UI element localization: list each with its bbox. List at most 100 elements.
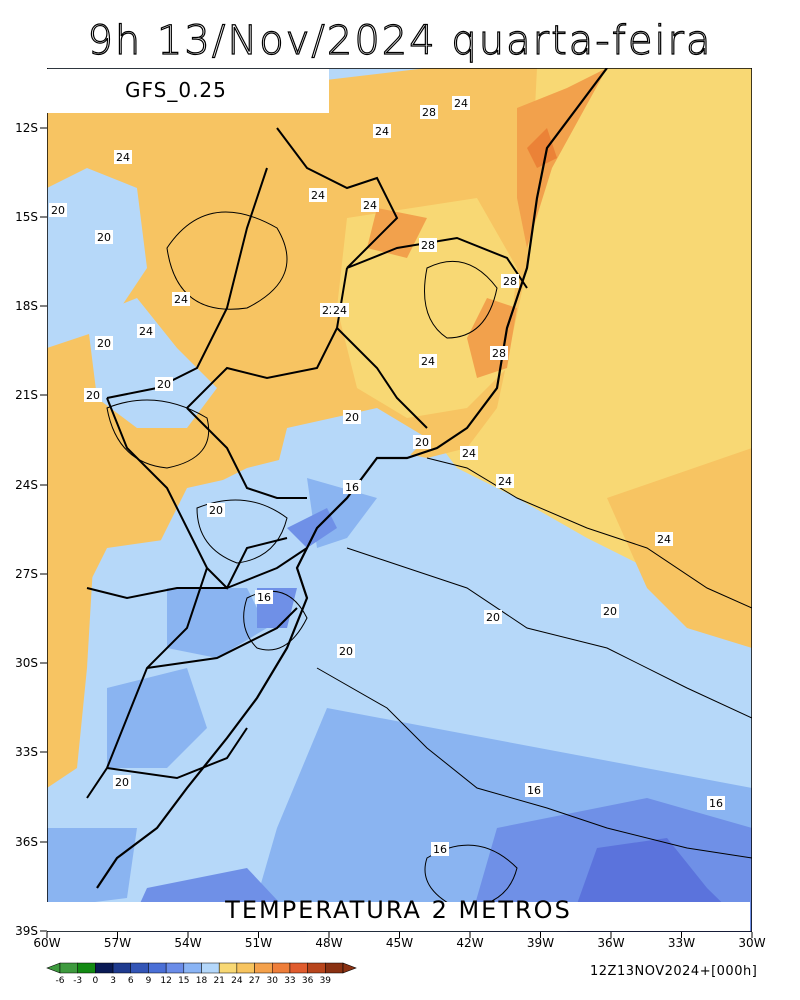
- colorbar-label: 39: [320, 976, 332, 986]
- contour-label: 24: [655, 532, 673, 546]
- svg-text:30S: 30S: [15, 656, 38, 670]
- contour-label: 24: [331, 303, 349, 317]
- contour-label: 20: [207, 503, 225, 517]
- svg-text:57W: 57W: [104, 936, 131, 950]
- colorbar-cell: [59, 962, 78, 974]
- svg-text:15S: 15S: [15, 210, 38, 224]
- contour-label: 24: [137, 324, 155, 338]
- lat-tick: 36S: [15, 835, 47, 849]
- colorbar-cell: [183, 962, 202, 974]
- svg-text:28: 28: [421, 239, 435, 252]
- contour-label: 20: [49, 203, 67, 217]
- svg-text:24: 24: [657, 533, 671, 546]
- svg-text:24: 24: [363, 199, 377, 212]
- svg-text:33W: 33W: [668, 936, 695, 950]
- svg-text:30W: 30W: [738, 936, 765, 950]
- contour-label: 20: [337, 644, 355, 658]
- colorbar-cell: [236, 962, 255, 974]
- contour-label: 16: [255, 590, 273, 604]
- svg-text:20: 20: [209, 504, 223, 517]
- colorbar: -6 -3 0 3 6 9 12 15 18 21 24 27 30 33 36 39: [46, 962, 357, 986]
- contour-label: 28: [501, 274, 519, 288]
- land-warm-region: [47, 68, 537, 608]
- svg-text:39W: 39W: [527, 936, 554, 950]
- svg-text:20: 20: [486, 611, 500, 624]
- colorbar-label: 24: [231, 976, 243, 986]
- coastline: [96, 67, 608, 889]
- cool-central: [277, 408, 427, 498]
- state-borders: [86, 127, 528, 799]
- colorbar-cell: [112, 962, 131, 974]
- svg-text:20: 20: [415, 436, 429, 449]
- contour-label: 20: [413, 435, 431, 449]
- contour-label: 24: [361, 198, 379, 212]
- contour-label: 24: [419, 354, 437, 368]
- colorbar-cell: [325, 962, 344, 974]
- svg-text:24: 24: [311, 189, 325, 202]
- colorbar-cell: [201, 962, 220, 974]
- lat-tick: 30S: [15, 656, 47, 670]
- model-label-box: GFS_0.25: [47, 69, 329, 113]
- contour-label: 16: [707, 796, 725, 810]
- lat-tick: 39S: [15, 924, 47, 938]
- contour-label: 28: [490, 346, 508, 360]
- variable-label-box: TEMPERATURA 2 METROS: [47, 898, 750, 931]
- colorbar-label: 0: [93, 976, 99, 986]
- contour-label: 16: [431, 842, 449, 856]
- lon-tick: 48W: [315, 932, 343, 950]
- svg-text:28: 28: [503, 275, 517, 288]
- svg-text:24: 24: [174, 293, 188, 306]
- colorbar-label: 18: [196, 976, 208, 986]
- cool-northwest: [47, 168, 147, 348]
- svg-text:18S: 18S: [15, 299, 38, 313]
- svg-text:28: 28: [422, 106, 436, 119]
- variable-label: TEMPERATURA 2 METROS: [225, 896, 572, 924]
- contour-label: 20: [84, 388, 102, 402]
- contour-label: 20: [343, 410, 361, 424]
- svg-text:24S: 24S: [15, 478, 38, 492]
- svg-text:20: 20: [51, 204, 65, 217]
- contour-label: 24: [460, 446, 478, 460]
- svg-text:42W: 42W: [456, 936, 483, 950]
- map-title: 9h 13/Nov/2024 quarta-feira: [87, 17, 713, 64]
- hotter-coast-spot: [527, 128, 557, 168]
- svg-text:48W: 48W: [315, 936, 342, 950]
- lon-tick: 30W: [738, 932, 766, 950]
- svg-text:24: 24: [462, 447, 476, 460]
- contour-label: 24: [114, 150, 132, 164]
- colorbar-cell: [289, 962, 308, 974]
- svg-text:20: 20: [603, 605, 617, 618]
- svg-text:33S: 33S: [15, 745, 38, 759]
- model-label: GFS_0.25: [125, 78, 227, 102]
- colorbar-cell: [130, 962, 149, 974]
- map-svg: 24 28 24 24 24 24 20 20 28 28 24 22 24 2…: [46, 67, 753, 933]
- colorbar-cell: [218, 962, 238, 974]
- contour-label: 16: [343, 480, 361, 494]
- colorbar-cell: [77, 962, 96, 974]
- contour-label: 24: [452, 96, 470, 110]
- svg-text:20: 20: [86, 389, 100, 402]
- svg-text:16: 16: [345, 481, 359, 494]
- lon-tick: 54W: [174, 932, 202, 950]
- colorbar-label: 21: [213, 976, 224, 986]
- lat-tick: 18S: [15, 299, 47, 313]
- hot-coast-strip: [517, 68, 607, 248]
- svg-text:45W: 45W: [386, 936, 413, 950]
- svg-text:36W: 36W: [597, 936, 624, 950]
- svg-text:20: 20: [339, 645, 353, 658]
- svg-text:16: 16: [527, 784, 541, 797]
- lon-tick: 57W: [104, 932, 131, 950]
- colorbar-label: 36: [302, 976, 314, 986]
- contour-label: 24: [172, 292, 190, 306]
- colorbar-label: -3: [73, 976, 82, 986]
- svg-text:20: 20: [345, 411, 359, 424]
- contour-label: 16: [525, 783, 543, 797]
- colorbar-label: 33: [284, 976, 295, 986]
- svg-text:27S: 27S: [15, 567, 38, 581]
- svg-text:36S: 36S: [15, 835, 38, 849]
- cooler-south-1: [167, 588, 267, 658]
- svg-text:21S: 21S: [15, 388, 38, 402]
- svg-text:24: 24: [454, 97, 468, 110]
- colorbar-label: 15: [178, 976, 189, 986]
- colorbar-label: 6: [128, 976, 134, 986]
